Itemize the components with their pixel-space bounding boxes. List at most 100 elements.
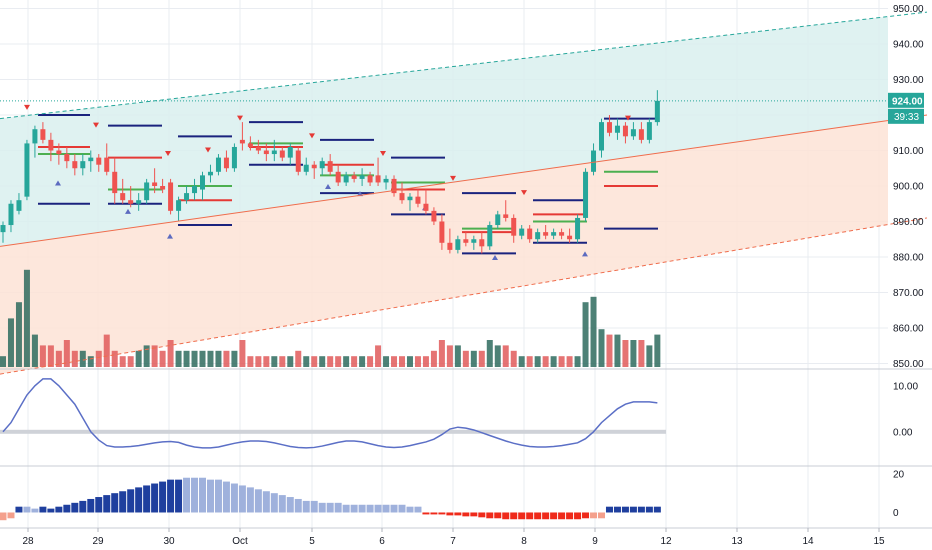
histogram-bar <box>95 497 103 513</box>
histogram-bar <box>15 506 23 513</box>
countdown-tag <box>888 108 924 124</box>
middle-trendline[interactable] <box>0 114 928 247</box>
volume-bar <box>159 350 166 367</box>
candle-body <box>192 186 198 194</box>
time-tick-label: 29 <box>92 536 104 547</box>
zero-band <box>0 429 666 434</box>
time-tick-label: 8 <box>521 536 527 547</box>
histogram-bar <box>222 481 230 513</box>
volume-bar <box>383 356 390 367</box>
histogram-bar <box>470 512 478 517</box>
histogram-bar <box>510 512 518 520</box>
histogram-bar <box>526 512 534 520</box>
oscillator-pane <box>0 378 666 449</box>
volume-bar <box>430 350 437 367</box>
volume-bar <box>646 345 653 367</box>
price-tick-label: 890.00 <box>893 217 924 228</box>
candle-body <box>423 203 429 211</box>
upper-dashed-trendline[interactable] <box>0 11 928 120</box>
candle-body <box>16 200 22 211</box>
histogram-bar <box>366 504 374 513</box>
volume-bar <box>135 350 142 367</box>
signal-triangle <box>93 122 99 128</box>
signal-triangle <box>582 251 588 257</box>
volume-bar <box>494 345 501 367</box>
candle-body <box>495 214 501 226</box>
candle-body <box>335 171 341 183</box>
candle-body <box>622 125 628 137</box>
candle-body <box>638 129 644 140</box>
histogram-bar <box>605 506 613 513</box>
candle-body <box>383 178 389 183</box>
lower-dashed-trendline[interactable] <box>0 217 928 375</box>
volume-bar <box>303 356 310 367</box>
histogram-tick-label: 0 <box>893 508 899 519</box>
volume-bar <box>630 340 637 367</box>
price-tick-label: 880.00 <box>893 252 924 263</box>
histogram-bar <box>71 502 79 513</box>
volume-bar <box>534 356 541 367</box>
histogram-bar <box>135 487 143 513</box>
candle-body <box>575 217 581 240</box>
candle-body <box>471 239 477 243</box>
signal-triangle <box>492 254 498 260</box>
time-tick-label: 13 <box>731 536 743 547</box>
volume-bar <box>375 345 382 367</box>
histogram-bar <box>478 512 486 518</box>
histogram-bar <box>159 481 167 513</box>
histogram-bar <box>374 504 382 513</box>
volume-bar <box>255 356 262 367</box>
histogram-bar <box>422 512 430 515</box>
histogram-bar <box>598 512 605 519</box>
volume-bar <box>263 356 270 367</box>
histogram-bar <box>454 512 462 516</box>
last-price-label: 924.00 <box>892 96 923 107</box>
oscillator-tick-label: 0.00 <box>893 427 913 438</box>
signal-triangle <box>325 184 331 189</box>
histogram-bar <box>518 512 526 520</box>
histogram-bar <box>629 506 637 513</box>
candle-body <box>295 150 301 172</box>
histogram-pane <box>0 477 661 521</box>
volume-bar <box>287 356 294 367</box>
candle-body <box>40 129 46 140</box>
histogram-bar <box>462 512 470 517</box>
candle-body <box>463 239 469 243</box>
histogram-bar <box>230 483 238 513</box>
volume-bar <box>143 345 150 367</box>
volume-bar <box>327 356 334 367</box>
histogram-bar <box>302 500 310 513</box>
lower-channel-fill <box>0 120 888 375</box>
histogram-bar <box>254 489 262 513</box>
volume-bar <box>470 350 477 367</box>
axes: 850.00860.00870.00880.00890.00900.00910.… <box>0 4 932 547</box>
volume-bar <box>558 356 565 367</box>
histogram-bar <box>151 483 159 513</box>
volume-bar <box>542 356 549 367</box>
histogram-bar <box>87 498 95 513</box>
candle-body <box>239 139 245 144</box>
signal-triangle <box>625 115 631 121</box>
histogram-bar <box>390 504 398 513</box>
candle-body <box>128 200 134 204</box>
histogram-bar <box>350 504 358 513</box>
candle-body <box>319 161 325 169</box>
histogram-bar <box>621 506 629 513</box>
candle-body <box>215 157 221 172</box>
price-tick-label: 910.00 <box>893 146 924 157</box>
histogram-bar <box>566 512 574 520</box>
candle-body <box>567 235 573 240</box>
volume-bar <box>223 350 230 367</box>
time-tick-label: 30 <box>163 536 175 547</box>
volume-bar <box>550 356 557 367</box>
histogram-bar <box>103 495 111 513</box>
volume-bar <box>614 334 621 367</box>
candle-body <box>654 100 660 123</box>
candle-body <box>96 157 102 165</box>
trend-lines[interactable] <box>0 11 928 375</box>
candle-body <box>559 232 565 236</box>
candle-body <box>207 171 213 176</box>
candle-body <box>614 125 620 133</box>
volume-bar <box>422 356 429 367</box>
